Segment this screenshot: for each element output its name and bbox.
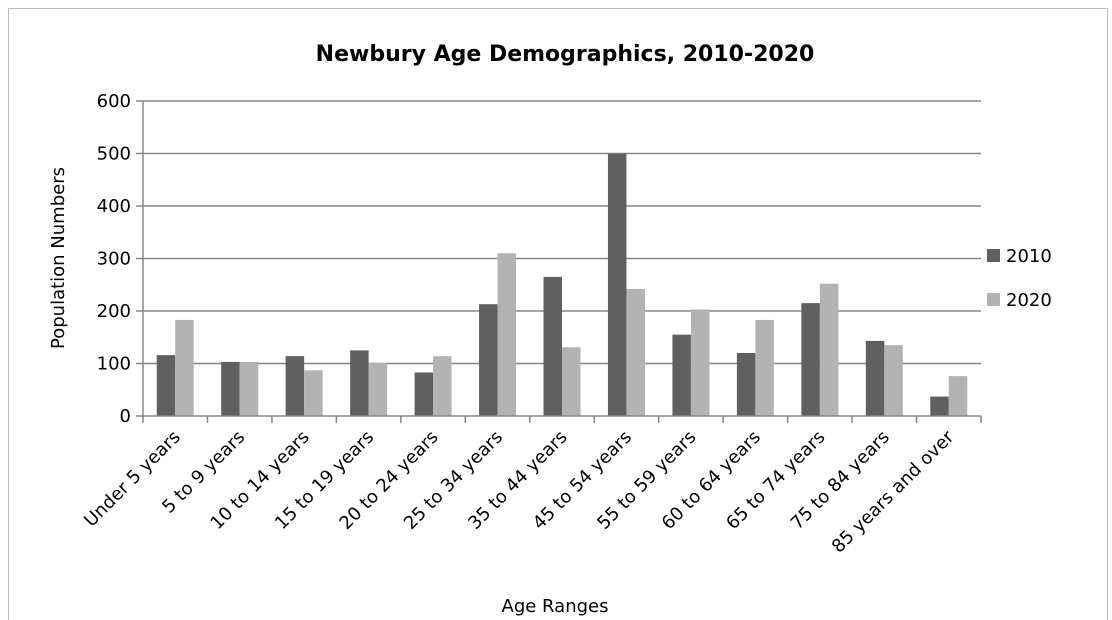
legend-label: 2010 [1006, 246, 1052, 267]
x-tick-label: Under 5 years [80, 427, 185, 532]
bar-2020-8 [690, 309, 710, 416]
bars [156, 153, 968, 416]
axes [142, 101, 981, 417]
y-tick-label: 200 [97, 301, 131, 322]
x-axis-label: Age Ranges [502, 596, 609, 617]
bar-2010-10 [801, 303, 820, 416]
bar-2020-9 [755, 319, 774, 416]
y-tick-label: 400 [97, 196, 131, 217]
bar-2010-11 [865, 340, 885, 416]
y-tick-label: 300 [97, 249, 131, 270]
bar-2010-5 [479, 304, 498, 416]
y-tick-label: 600 [97, 91, 131, 112]
legend-label: 2020 [1006, 290, 1052, 311]
bar-2020-12 [948, 376, 968, 416]
bar-2010-0 [156, 355, 176, 416]
bar-2020-10 [819, 283, 839, 416]
x-tick-label: 85 years and over [828, 426, 959, 557]
bar-2010-4 [414, 372, 434, 416]
bar-2010-9 [736, 353, 756, 416]
bar-2010-3 [350, 350, 369, 416]
y-tick-label: 0 [120, 406, 131, 427]
bar-2010-6 [543, 276, 562, 416]
y-tick-label: 100 [97, 354, 131, 375]
bar-2010-1 [221, 361, 240, 416]
chart-title: Newbury Age Demographics, 2010-2020 [316, 42, 815, 67]
bar-2020-2 [304, 370, 323, 416]
bar-2020-0 [175, 319, 194, 416]
bar-2020-11 [884, 345, 903, 416]
y-tick-label: 500 [97, 144, 131, 165]
bar-2010-8 [672, 334, 691, 416]
bar-2020-5 [497, 253, 517, 416]
bar-2020-7 [626, 288, 645, 416]
legend-swatch-2010 [987, 249, 1000, 262]
bar-2020-4 [433, 356, 452, 416]
bar-2020-6 [562, 347, 581, 416]
bar-2010-12 [930, 396, 949, 416]
legend: 2010 2020 [987, 246, 1052, 311]
y-axis-ticks: 0 100 200 300 400 500 600 [97, 91, 143, 427]
bar-2020-1 [239, 361, 259, 416]
legend-swatch-2020 [987, 293, 1000, 306]
y-axis-label: Population Numbers [48, 167, 69, 349]
bar-2010-7 [607, 153, 627, 416]
bar-2020-3 [368, 362, 388, 416]
bar-2010-2 [285, 356, 305, 416]
